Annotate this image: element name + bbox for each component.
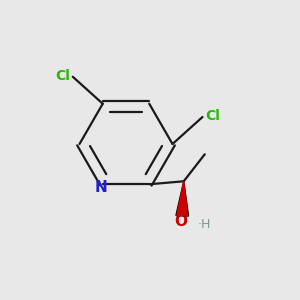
Text: N: N [95, 180, 108, 195]
Text: O: O [174, 214, 187, 229]
Polygon shape [176, 181, 188, 216]
Text: Cl: Cl [55, 68, 70, 83]
Text: Cl: Cl [206, 109, 220, 123]
Polygon shape [177, 181, 188, 216]
Text: ·H: ·H [198, 218, 211, 231]
